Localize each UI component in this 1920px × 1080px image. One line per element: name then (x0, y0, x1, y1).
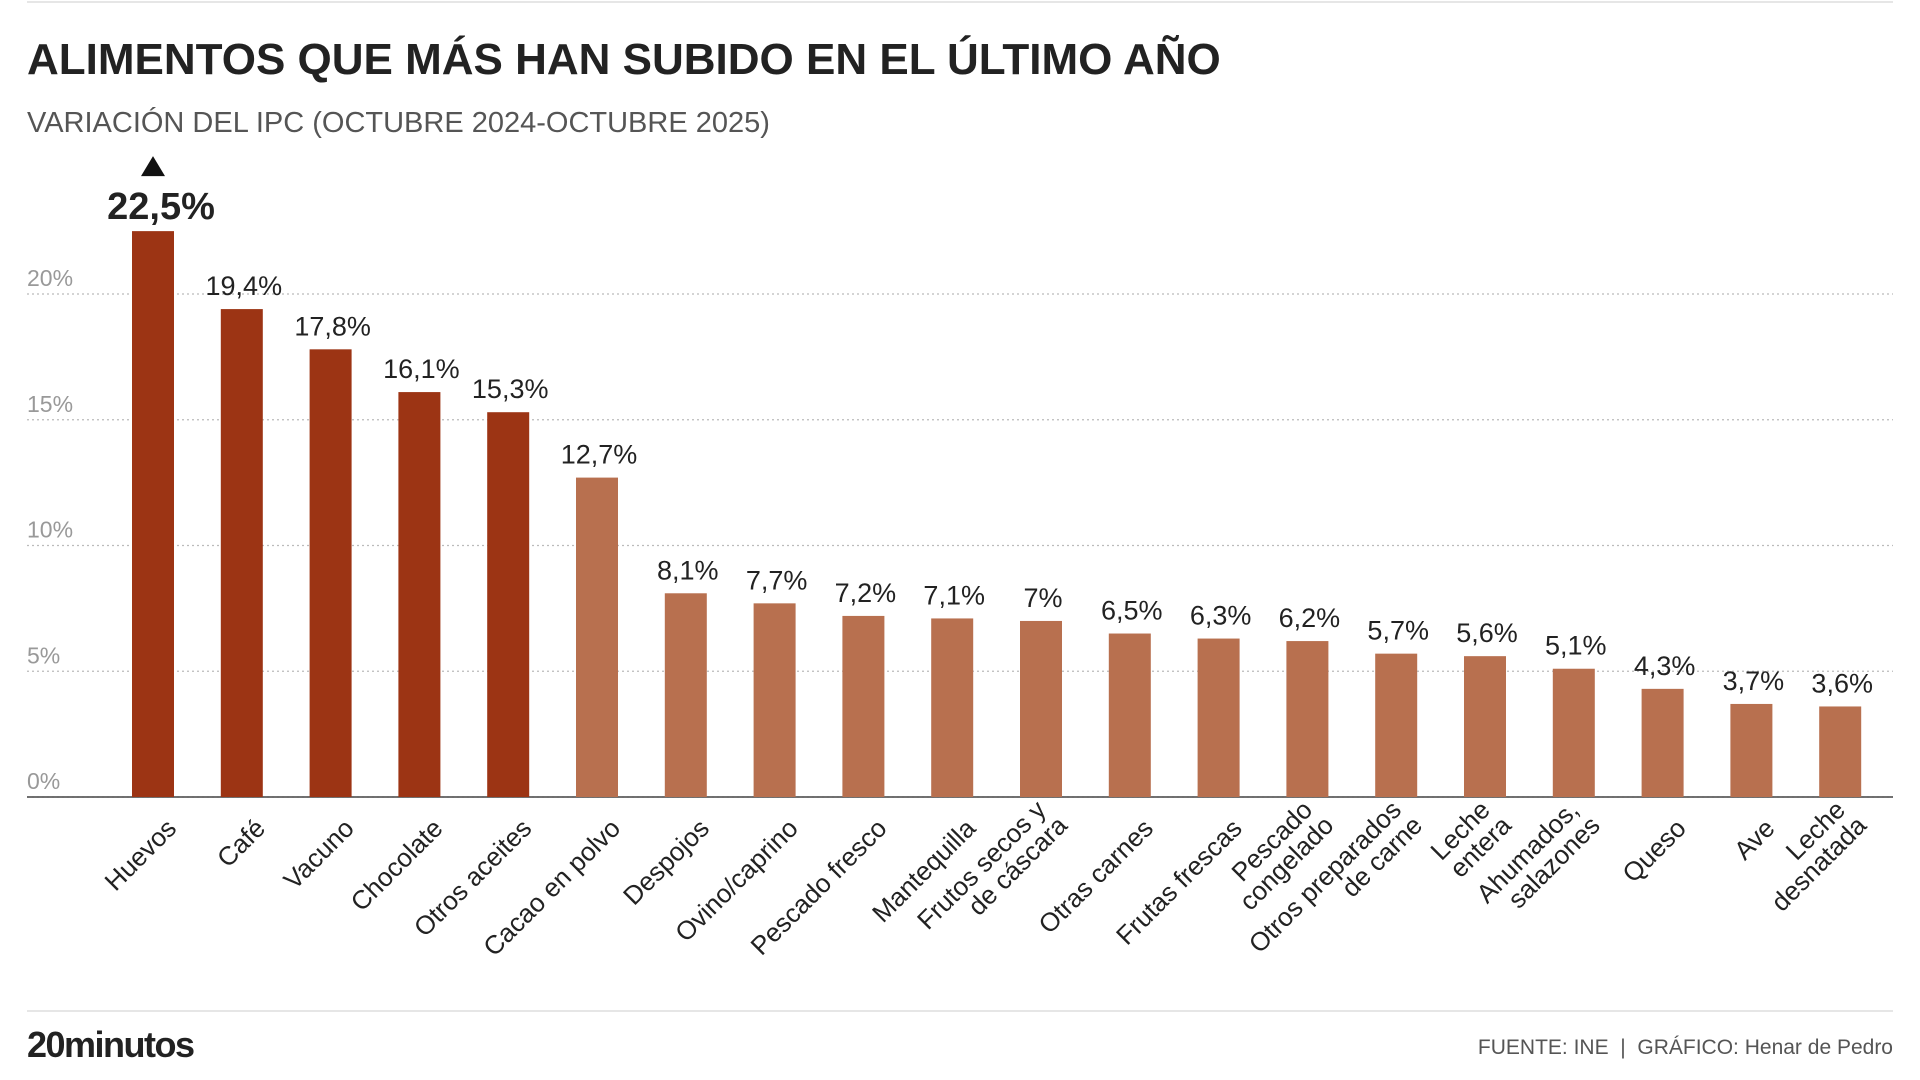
y-tick-label: 15% (27, 391, 73, 417)
bar (220, 309, 263, 797)
value-label: 12,7% (561, 440, 638, 470)
bar (1108, 633, 1151, 797)
value-label: 6,5% (1101, 596, 1163, 626)
x-tick-label: Vacuno (277, 813, 359, 895)
bar (576, 477, 618, 797)
value-label: 5,7% (1367, 616, 1429, 646)
x-tick-label-line: Café (211, 813, 271, 873)
value-label: 7,7% (746, 565, 808, 595)
bar (1464, 656, 1506, 797)
bar (132, 231, 174, 797)
top-marker (141, 156, 165, 177)
bar (1197, 638, 1240, 797)
value-label: 15,3% (472, 374, 549, 404)
bar (309, 349, 352, 797)
value-label: 8,1% (657, 555, 719, 585)
value-label: 7,1% (923, 580, 985, 610)
value-label: 17,8% (294, 311, 371, 341)
y-tick-label: 20% (27, 265, 73, 291)
bar (1641, 688, 1684, 797)
source: FUENTE: INE | GRÁFICO: Henar de Pedro (1478, 1036, 1893, 1059)
value-label: 19,4% (206, 271, 283, 301)
chart-title: ALIMENTOS QUE MÁS HAN SUBIDO EN EL ÚLTIM… (27, 34, 1221, 84)
value-label: 22,5% (107, 186, 215, 228)
value-label: 16,1% (383, 354, 460, 384)
x-tick-label: Ave (1728, 813, 1781, 866)
y-tick-label: 5% (27, 642, 60, 668)
value-label: 7,2% (835, 578, 897, 608)
value-label: 6,2% (1279, 603, 1341, 633)
bar (753, 603, 796, 797)
y-tick-label: 10% (27, 517, 73, 543)
bar (487, 412, 530, 797)
bar (1552, 668, 1595, 797)
x-tick-label-line: Ave (1728, 813, 1781, 866)
value-label: 3,7% (1723, 666, 1785, 696)
bar (1020, 620, 1062, 797)
bar (1375, 653, 1418, 797)
y-tick-label: 0% (27, 768, 60, 794)
value-label: 5,1% (1545, 631, 1607, 661)
chart-subtitle: VARIACIÓN DEL IPC (OCTUBRE 2024-OCTUBRE … (27, 106, 770, 139)
value-label: 6,3% (1190, 601, 1252, 631)
bar (398, 392, 441, 797)
value-label: 4,3% (1634, 651, 1696, 681)
bar (664, 593, 707, 797)
bar (1819, 706, 1862, 797)
x-tick-label: Huevos (99, 813, 183, 897)
x-tick-label: Café (211, 813, 271, 873)
bar (1730, 703, 1773, 797)
x-tick-label-line: Vacuno (277, 813, 359, 895)
bar (931, 618, 974, 797)
x-tick-label: Queso (1616, 813, 1691, 888)
x-tick-label-line: Queso (1616, 813, 1691, 888)
value-label: 5,6% (1456, 618, 1518, 648)
x-tick-label-line: Huevos (99, 813, 183, 897)
value-label: 3,6% (1811, 668, 1873, 698)
bar (842, 615, 885, 797)
bar (1286, 641, 1329, 797)
brand: 20minutos (27, 1024, 194, 1065)
x-tick-label: Lechedesnatada (1747, 791, 1873, 917)
value-label: 7% (1023, 583, 1062, 613)
